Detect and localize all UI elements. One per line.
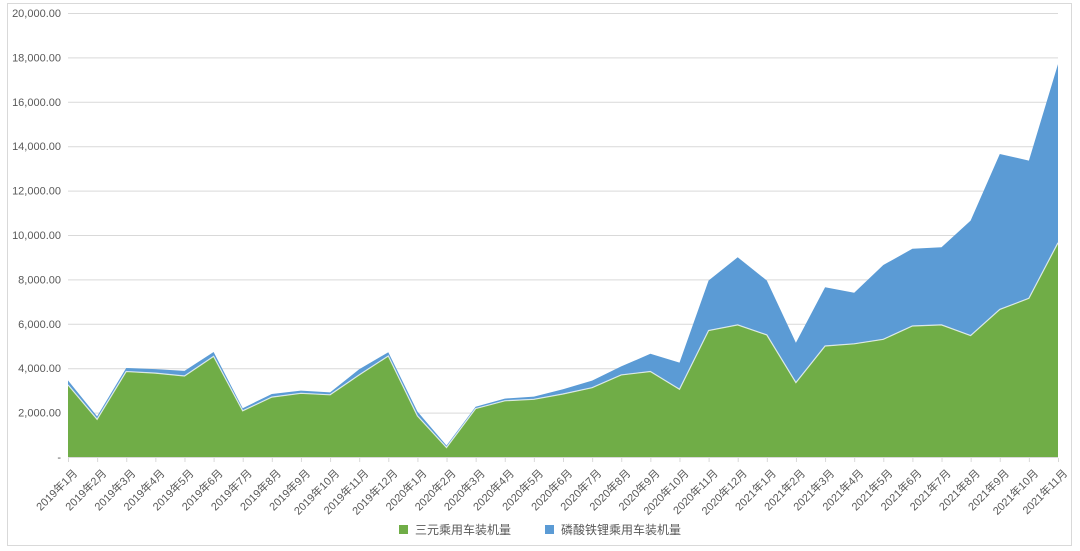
- y-tick-label: 4,000.00: [18, 363, 61, 375]
- legend-label-sanyuan: 三元乘用车装机量: [414, 523, 511, 537]
- y-tick-label: 12,000.00: [12, 186, 61, 198]
- legend-swatch-green: [398, 525, 408, 534]
- area-series-sanyuan: [68, 242, 1058, 457]
- area-series-lfp: [68, 64, 1058, 448]
- y-tick-label: 16,000.00: [12, 97, 61, 109]
- legend-label-lfp: 磷酸铁锂乘用车装机量: [561, 523, 682, 537]
- y-tick-label: 20,000.00: [12, 8, 61, 20]
- y-tick-label: 14,000.00: [12, 141, 61, 153]
- y-tick-label: -: [57, 452, 61, 464]
- legend-item-lfp: 磷酸铁锂乘用车装机量: [545, 521, 681, 538]
- legend-swatch-blue: [545, 525, 554, 534]
- y-tick-label: 8,000.00: [18, 274, 61, 286]
- series-boundary-line: [67, 242, 1059, 449]
- x-axis-ticks: [68, 458, 1059, 462]
- y-tick-label: 18,000.00: [12, 52, 61, 64]
- legend-item-sanyuan: 三元乘用车装机量: [398, 521, 511, 538]
- y-tick-label: 6,000.00: [18, 319, 61, 331]
- y-tick-label: 2,000.00: [18, 408, 61, 420]
- chart-legend: 三元乘用车装机量 磷酸铁锂乘用车装机量: [0, 521, 1080, 538]
- y-axis-labels: - 2,000.00 4,000.00 6,000.00 8,000.00 10,000.…: [12, 8, 61, 464]
- y-tick-label: 10,000.00: [12, 230, 61, 242]
- x-axis-labels: 2019年1月2019年2月2019年3月2019年4月2019年5月2019年…: [33, 466, 1070, 517]
